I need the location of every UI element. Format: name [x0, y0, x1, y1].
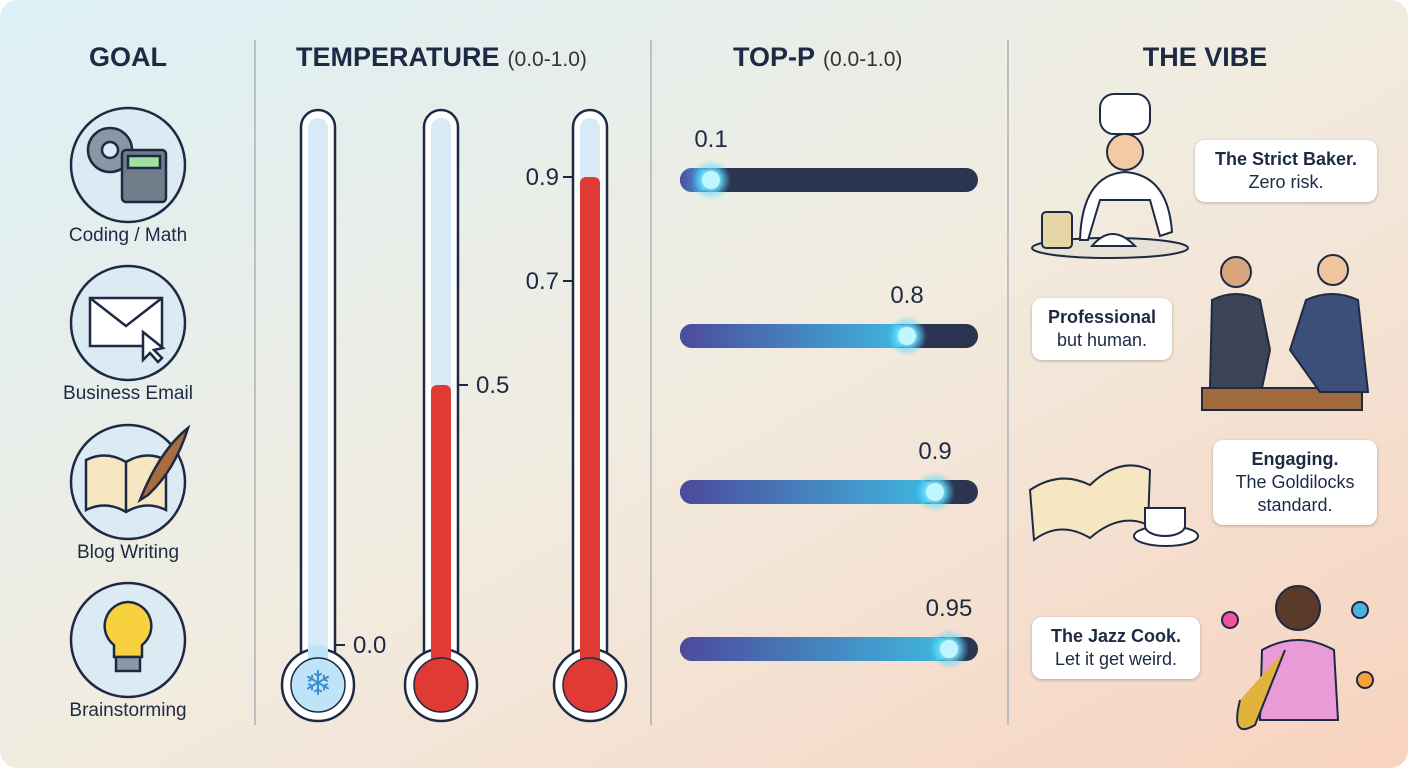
- slider-knob: [702, 171, 720, 189]
- slider-track: [680, 168, 978, 192]
- header: GOAL: [89, 42, 167, 72]
- vibe-bubble: The Jazz Cook. Let it get weird.: [1032, 617, 1200, 679]
- thermometer-fill: [580, 177, 600, 685]
- thermometer-bulb: [290, 657, 346, 713]
- tick-label: 0.7: [526, 268, 559, 295]
- vibe-bubble: Professional but human.: [1032, 298, 1172, 360]
- slider-fill: [680, 324, 907, 348]
- tick-label: 0.0: [353, 632, 386, 659]
- header: TOP-P (0.0-1.0): [733, 42, 902, 72]
- slider-knob: [926, 483, 944, 501]
- slider-value: 0.1: [694, 126, 727, 153]
- thermometer-inner: [308, 118, 328, 685]
- header-range: (0.0-1.0): [508, 48, 587, 71]
- goal-label: Business Email: [63, 383, 193, 404]
- header-title: TEMPERATURE: [296, 42, 500, 72]
- slider-fill: [680, 480, 935, 504]
- slider-value: 0.95: [926, 595, 973, 622]
- vibe-title: Engaging.: [1251, 449, 1339, 469]
- vibe-text: The Goldilocks standard.: [1235, 472, 1355, 515]
- vibe-title: Professional: [1047, 307, 1157, 327]
- thermometer-fill: [431, 385, 451, 685]
- header: TEMPERATURE (0.0-1.0): [296, 42, 587, 72]
- vibe-title: The Jazz Cook.: [1050, 626, 1182, 646]
- vibe-title: The Strict Baker.: [1214, 149, 1358, 169]
- slider-value: 0.9: [918, 438, 951, 465]
- vibe-bubble: The Strict Baker. Zero risk.: [1195, 140, 1377, 202]
- goal-label: Coding / Math: [69, 225, 187, 246]
- snowflake: ❄: [304, 665, 333, 703]
- goal-label: Blog Writing: [77, 542, 179, 563]
- vibe-bubble: Engaging. The Goldilocks standard.: [1213, 440, 1377, 525]
- vibe-illustrations: [1028, 93, 1374, 731]
- thermometer-bulb: [413, 657, 469, 713]
- goal-icons: [69, 106, 191, 699]
- tick-label: 0.5: [476, 372, 509, 399]
- slider-value: 0.8: [890, 282, 923, 309]
- dividers: [254, 40, 1009, 725]
- header-range: (0.0-1.0): [823, 48, 902, 71]
- header: THE VIBE: [1143, 42, 1268, 72]
- goal-label: Brainstorming: [69, 700, 186, 721]
- slider-knob: [940, 640, 958, 658]
- tick-label: 0.9: [526, 164, 559, 191]
- vibe-text: but human.: [1056, 330, 1148, 350]
- thermometer-bulb: [562, 657, 618, 713]
- slider-knob: [898, 327, 916, 345]
- header-title: TOP-P: [733, 42, 815, 72]
- slider-fill: [680, 637, 949, 661]
- vibe-text: Zero risk.: [1248, 172, 1324, 192]
- vibe-text: Let it get weird.: [1054, 649, 1178, 669]
